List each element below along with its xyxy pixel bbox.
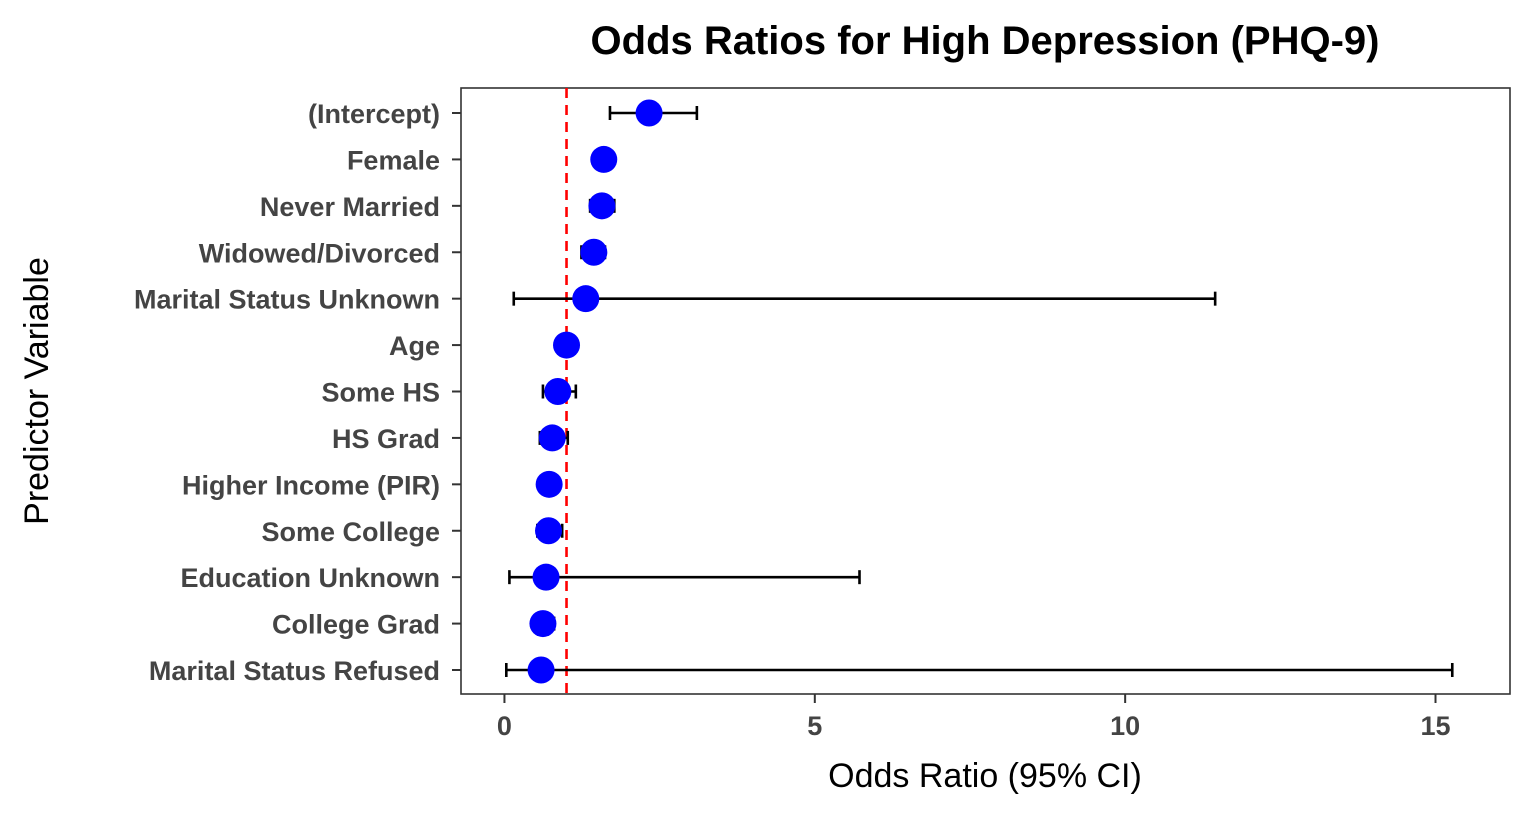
y-tick-label: Some College bbox=[261, 517, 440, 547]
y-tick-label: Never Married bbox=[260, 192, 440, 222]
point-estimate bbox=[553, 331, 581, 359]
y-tick-label: (Intercept) bbox=[308, 99, 440, 129]
point-estimate bbox=[590, 145, 618, 173]
y-tick-label: College Grad bbox=[272, 610, 440, 640]
y-axis-title: Predictor Variable bbox=[18, 257, 56, 525]
y-tick-label: Some HS bbox=[321, 378, 440, 408]
point-estimate bbox=[544, 378, 572, 405]
point-estimate bbox=[572, 285, 600, 313]
y-tick-label: Age bbox=[389, 331, 440, 361]
x-tick-label: 5 bbox=[807, 711, 822, 741]
x-tick-label: 15 bbox=[1420, 711, 1450, 741]
y-tick-label: Marital Status Refused bbox=[149, 656, 440, 686]
y-tick-label: Widowed/Divorced bbox=[199, 238, 440, 268]
point-estimate bbox=[529, 610, 557, 638]
y-tick-label: Marital Status Unknown bbox=[134, 285, 440, 315]
chart-title: Odds Ratios for High Depression (PHQ-9) bbox=[591, 19, 1380, 63]
point-estimate bbox=[635, 99, 663, 127]
y-axis: (Intercept) Female Never Married Widowed/Di… bbox=[134, 99, 461, 686]
y-tick-label: Female bbox=[347, 145, 440, 175]
point-estimate bbox=[535, 470, 563, 498]
point-estimate bbox=[535, 517, 563, 545]
x-axis: 0 5 10 15 bbox=[497, 694, 1451, 741]
point-estimate bbox=[588, 192, 616, 220]
x-tick-label: 0 bbox=[497, 711, 512, 741]
point-estimate bbox=[538, 424, 566, 452]
x-tick-label: 10 bbox=[1110, 711, 1140, 741]
point-estimate bbox=[532, 563, 560, 591]
x-axis-title: Odds Ratio (95% CI) bbox=[828, 757, 1142, 795]
point-estimate bbox=[580, 238, 608, 266]
y-tick-label: HS Grad bbox=[332, 424, 440, 454]
y-tick-label: Education Unknown bbox=[181, 563, 441, 593]
point-estimates bbox=[527, 99, 663, 684]
point-estimate bbox=[527, 656, 555, 684]
plot-panel bbox=[460, 87, 1511, 695]
y-tick-label: Higher Income (PIR) bbox=[182, 470, 440, 500]
